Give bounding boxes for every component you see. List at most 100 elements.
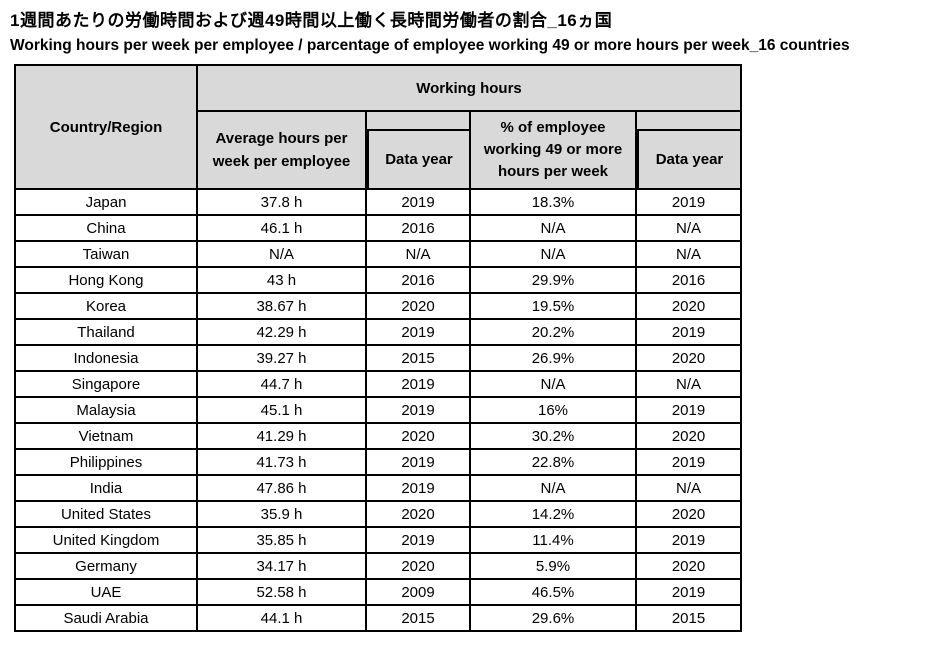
pct-data-year-cell: N/A <box>635 474 742 502</box>
pct-data-year-cell: N/A <box>635 214 742 242</box>
data-year-label: Data year <box>385 151 453 168</box>
avg-data-year-cell: 2020 <box>365 292 471 320</box>
pct-data-year-cell: 2019 <box>635 318 742 346</box>
pct-49h-cell: 18.3% <box>469 188 637 216</box>
avg-data-year-cell: 2019 <box>365 318 471 346</box>
pct-49h-cell: 19.5% <box>469 292 637 320</box>
avg-data-year-cell: 2019 <box>365 526 471 554</box>
table-row-germany: Germany 34.17 h 2020 5.9% 2020 <box>14 552 742 580</box>
avg-data-year-cell: 2019 <box>365 474 471 502</box>
table-row-japan: Japan 37.8 h 2019 18.3% 2019 <box>14 188 742 216</box>
column-header-working-hours-group: Working hours <box>196 64 742 112</box>
pct-49h-cell: 22.8% <box>469 448 637 476</box>
pct-data-year-cell: 2020 <box>635 500 742 528</box>
table-row-united-states: United States 35.9 h 2020 14.2% 2020 <box>14 500 742 528</box>
avg-hours-cell: 44.7 h <box>196 370 367 398</box>
table-row-saudi-arabia: Saudi Arabia 44.1 h 2015 29.6% 2015 <box>14 604 742 632</box>
pct-49h-cell: N/A <box>469 214 637 242</box>
avg-hours-cell: 45.1 h <box>196 396 367 424</box>
table-row-india: India 47.86 h 2019 N/A N/A <box>14 474 742 502</box>
header-row-group: Country/Region Working hours <box>14 64 742 190</box>
avg-hours-cell: 42.29 h <box>196 318 367 346</box>
country-cell: Japan <box>14 188 198 216</box>
column-header-data-year-pct: Data year <box>635 110 742 190</box>
data-year-box: Data year <box>637 129 740 188</box>
column-header-pct-49-or-more: % of employee working 49 or more hours p… <box>469 110 637 190</box>
avg-hours-cell: 38.67 h <box>196 292 367 320</box>
avg-data-year-cell: 2020 <box>365 422 471 450</box>
table-row-korea: Korea 38.67 h 2020 19.5% 2020 <box>14 292 742 320</box>
header-row-columns: Average hours per week per employee Data… <box>15 110 742 190</box>
pct-data-year-cell: 2020 <box>635 552 742 580</box>
country-cell: Malaysia <box>14 396 198 424</box>
page-title-japanese: 1週間あたりの労働時間および週49時間以上働く長時間労働者の割合_16ヵ国 <box>10 11 613 30</box>
avg-data-year-cell: 2016 <box>365 214 471 242</box>
avg-hours-cell: 43 h <box>196 266 367 294</box>
pct-49h-cell: N/A <box>469 474 637 502</box>
avg-hours-cell: 34.17 h <box>196 552 367 580</box>
column-header-average-hours: Average hours per week per employee <box>196 110 367 190</box>
avg-data-year-cell: 2020 <box>365 500 471 528</box>
country-cell: Singapore <box>14 370 198 398</box>
table-row-malaysia: Malaysia 45.1 h 2019 16% 2019 <box>14 396 742 424</box>
country-cell: Korea <box>14 292 198 320</box>
pct-49h-cell: 11.4% <box>469 526 637 554</box>
pct-49h-cell: 14.2% <box>469 500 637 528</box>
country-cell: United States <box>14 500 198 528</box>
table-row-uae: UAE 52.58 h 2009 46.5% 2019 <box>14 578 742 606</box>
working-hours-table: Country/Region Working hours Average hou… <box>14 64 742 632</box>
country-cell: India <box>14 474 198 502</box>
table-row-united-kingdom: United Kingdom 35.85 h 2019 11.4% 2019 <box>14 526 742 554</box>
country-cell: United Kingdom <box>14 526 198 554</box>
data-year-box: Data year <box>367 129 469 188</box>
country-cell: Philippines <box>14 448 198 476</box>
avg-hours-cell: N/A <box>196 240 367 268</box>
country-cell: Germany <box>14 552 198 580</box>
avg-data-year-cell: 2019 <box>365 370 471 398</box>
country-cell: Saudi Arabia <box>14 604 198 632</box>
avg-hours-cell: 47.86 h <box>196 474 367 502</box>
pct-data-year-cell: N/A <box>635 370 742 398</box>
pct-data-year-cell: 2019 <box>635 578 742 606</box>
country-cell: UAE <box>14 578 198 606</box>
pct-data-year-cell: 2019 <box>635 396 742 424</box>
table-row-indonesia: Indonesia 39.27 h 2015 26.9% 2020 <box>14 344 742 372</box>
pct-data-year-cell: 2019 <box>635 526 742 554</box>
avg-hours-cell: 41.73 h <box>196 448 367 476</box>
pct-data-year-cell: 2015 <box>635 604 742 632</box>
pct-49h-cell: N/A <box>469 370 637 398</box>
pct-data-year-cell: 2020 <box>635 422 742 450</box>
table-row-taiwan: Taiwan N/A N/A N/A N/A <box>14 240 742 268</box>
pct-data-year-cell: 2019 <box>635 188 742 216</box>
data-year-label: Data year <box>655 151 724 168</box>
country-cell: China <box>14 214 198 242</box>
country-cell: Taiwan <box>14 240 198 268</box>
pct-data-year-cell: 2020 <box>635 292 742 320</box>
avg-hours-cell: 52.58 h <box>196 578 367 606</box>
page-subtitle-english: Working hours per week per employee / pa… <box>10 37 850 54</box>
table-row-philippines: Philippines 41.73 h 2019 22.8% 2019 <box>14 448 742 476</box>
avg-data-year-cell: 2019 <box>365 188 471 216</box>
avg-data-year-cell: 2019 <box>365 396 471 424</box>
avg-data-year-cell: 2009 <box>365 578 471 606</box>
column-header-data-year-avg: Data year <box>365 110 471 190</box>
pct-data-year-cell: 2019 <box>635 448 742 476</box>
avg-hours-cell: 39.27 h <box>196 344 367 372</box>
table-row-vietnam: Vietnam 41.29 h 2020 30.2% 2020 <box>14 422 742 450</box>
country-cell: Indonesia <box>14 344 198 372</box>
avg-data-year-cell: 2015 <box>365 604 471 632</box>
pct-data-year-cell: N/A <box>635 240 742 268</box>
avg-data-year-cell: 2020 <box>365 552 471 580</box>
avg-hours-cell: 35.9 h <box>196 500 367 528</box>
pct-49h-cell: 20.2% <box>469 318 637 346</box>
pct-data-year-cell: 2016 <box>635 266 742 294</box>
table-row-china: China 46.1 h 2016 N/A N/A <box>14 214 742 242</box>
pct-49h-cell: 29.9% <box>469 266 637 294</box>
pct-49h-cell: 46.5% <box>469 578 637 606</box>
avg-hours-cell: 46.1 h <box>196 214 367 242</box>
avg-data-year-cell: N/A <box>365 240 471 268</box>
avg-hours-cell: 44.1 h <box>196 604 367 632</box>
pct-49h-cell: 26.9% <box>469 344 637 372</box>
avg-data-year-cell: 2019 <box>365 448 471 476</box>
column-header-country-region: Country/Region <box>14 64 198 190</box>
